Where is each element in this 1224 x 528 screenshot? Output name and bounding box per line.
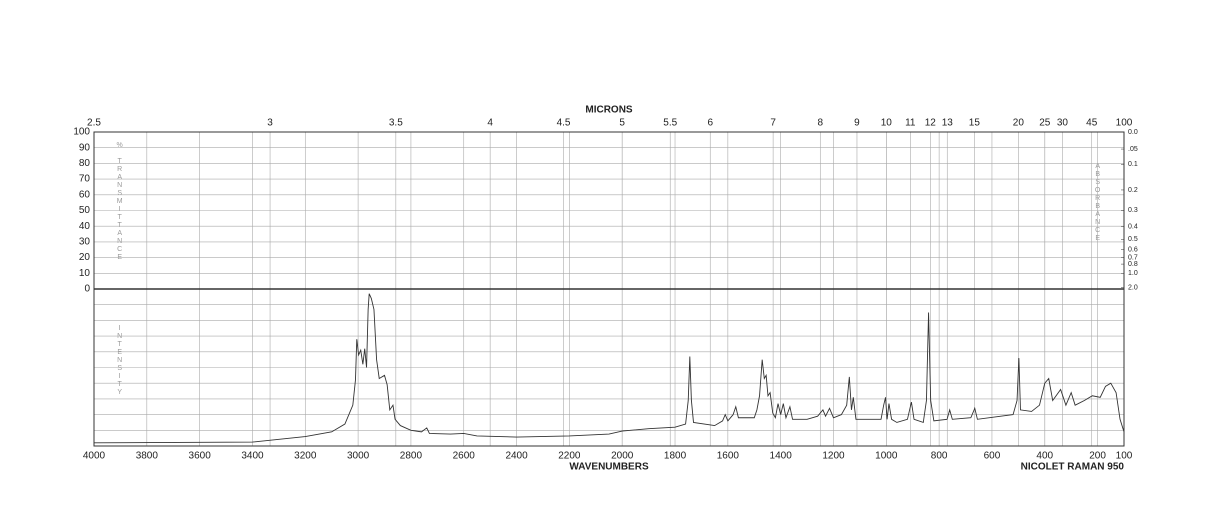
spectrum-line xyxy=(93,293,1125,444)
y2-tick-label: 0.7 xyxy=(1128,255,1138,262)
y-tick-label: 90 xyxy=(79,142,91,153)
x-tick-label: 100 xyxy=(1116,451,1133,462)
x2-tick-label: 30 xyxy=(1057,118,1069,129)
y2-tick-label: .05 xyxy=(1128,146,1138,153)
x-tick-label: 1400 xyxy=(770,451,793,462)
y2-tick-label: 0.0 xyxy=(1128,129,1138,136)
x2-tick-label: 5 xyxy=(619,118,625,129)
x2-tick-label: 45 xyxy=(1086,118,1098,129)
x-tick-label: 3200 xyxy=(294,451,317,462)
x-tick-label: 2400 xyxy=(505,451,528,462)
y-tick-label: 60 xyxy=(79,189,91,200)
y-tick-label: 40 xyxy=(79,221,91,232)
x2-tick-label: 6 xyxy=(707,118,713,129)
x2-tick-label: 4.5 xyxy=(557,118,571,129)
x-tick-label: 3000 xyxy=(347,451,370,462)
y-axis-label: % TRANSMITTANCE xyxy=(116,142,123,262)
x-tick-label: 3800 xyxy=(136,451,159,462)
x-tick-label: 3400 xyxy=(241,451,264,462)
x2-tick-label: 7 xyxy=(770,118,776,129)
y2-tick-label: 2.0 xyxy=(1128,284,1138,291)
x2-tick-label: 9 xyxy=(854,118,860,129)
x2-tick-label: 4 xyxy=(487,118,493,129)
y2-tick-label: 0.4 xyxy=(1128,223,1138,230)
x-tick-label: 600 xyxy=(984,451,1001,462)
x2-tick-label: 10 xyxy=(881,118,893,129)
x2-axis-label: MICRONS xyxy=(585,105,633,116)
x-tick-label: 200 xyxy=(1089,451,1106,462)
y-tick-label: 0 xyxy=(84,284,90,295)
y2-tick-label: 0.2 xyxy=(1128,187,1138,194)
x-tick-label: 2600 xyxy=(453,451,476,462)
x2-tick-label: 25 xyxy=(1039,118,1051,129)
y-tick-label: 100 xyxy=(73,127,90,138)
x-tick-label: 2200 xyxy=(558,451,581,462)
x2-tick-label: 12 xyxy=(925,118,937,129)
x-tick-label: 800 xyxy=(931,451,948,462)
x-tick-label: 1200 xyxy=(822,451,845,462)
y-tick-label: 10 xyxy=(79,268,91,279)
y2-tick-label: 0.8 xyxy=(1128,261,1138,268)
instrument-note: NICOLET RAMAN 950 xyxy=(1021,462,1125,473)
y-tick-label: 50 xyxy=(79,205,91,216)
x2-tick-label: 11 xyxy=(905,118,916,129)
y2-tick-label: 1.0 xyxy=(1128,270,1138,277)
x-tick-label: 3600 xyxy=(189,451,212,462)
y2-tick-label: 0.6 xyxy=(1128,246,1138,253)
x-axis-label: WAVENUMBERS xyxy=(569,462,649,473)
x2-tick-label: 15 xyxy=(969,118,981,129)
x2-tick-label: 13 xyxy=(942,118,954,129)
x-tick-label: 4000 xyxy=(83,451,106,462)
y-tick-label: 30 xyxy=(79,237,91,248)
y2-tick-label: 0.3 xyxy=(1128,207,1138,214)
x2-tick-label: 20 xyxy=(1013,118,1025,129)
intensity-label: INTENSITY xyxy=(116,325,123,397)
x2-tick-label: 3 xyxy=(267,118,273,129)
x2-tick-label: 2.5 xyxy=(87,118,101,129)
x2-tick-label: 8 xyxy=(818,118,824,129)
x2-tick-label: 5.5 xyxy=(663,118,677,129)
y2-tick-label: 0.5 xyxy=(1128,236,1138,243)
x2-tick-label: 3.5 xyxy=(389,118,403,129)
x-tick-label: 2800 xyxy=(400,451,423,462)
x-tick-label: 400 xyxy=(1036,451,1053,462)
y-tick-label: 70 xyxy=(79,174,91,185)
x-tick-label: 1000 xyxy=(875,451,898,462)
x-tick-label: 1600 xyxy=(717,451,740,462)
y-tick-label: 80 xyxy=(79,158,91,169)
x-tick-label: 1800 xyxy=(664,451,687,462)
y2-tick-label: 0.1 xyxy=(1128,161,1138,168)
y-tick-label: 20 xyxy=(79,252,91,263)
x-tick-label: 2000 xyxy=(611,451,634,462)
x2-tick-label: 100 xyxy=(1116,118,1133,129)
